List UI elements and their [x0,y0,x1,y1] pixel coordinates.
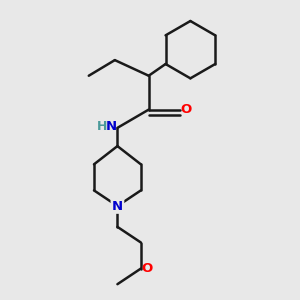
Text: N: N [105,120,116,133]
Text: N: N [112,200,123,212]
Text: O: O [181,103,192,116]
Text: H: H [97,120,107,133]
Text: O: O [142,262,153,275]
